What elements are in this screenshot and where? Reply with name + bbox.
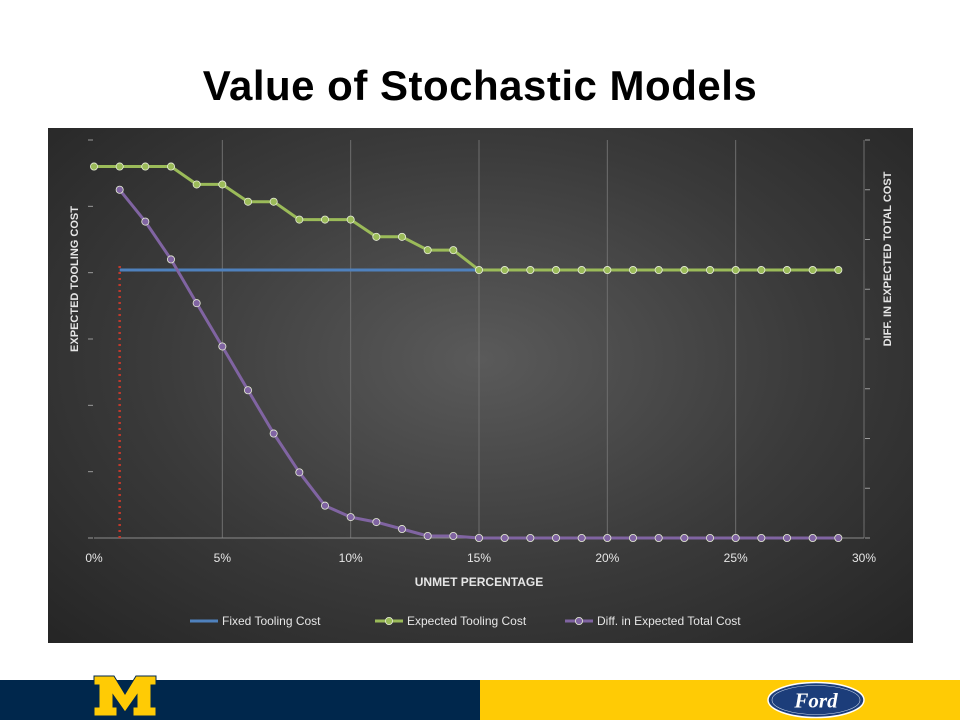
series-point-2 (474, 533, 483, 542)
series-point-2 (834, 533, 843, 542)
series-point-1 (834, 266, 843, 275)
x-axis-title: UNMET PERCENTAGE (415, 575, 543, 589)
series-point-2 (141, 217, 150, 226)
series-point-1 (218, 180, 227, 189)
series-point-1 (115, 162, 124, 171)
y-right-axis-title: DIFF. IN EXPECTED TOTAL COST (882, 171, 894, 346)
series-point-1 (167, 162, 176, 171)
x-tick-label: 30% (852, 551, 876, 565)
series-point-2 (423, 532, 432, 541)
series-point-1 (449, 246, 458, 255)
series-point-2 (551, 533, 560, 542)
series-point-1 (526, 266, 535, 275)
series-point-1 (192, 180, 201, 189)
footer-right-band (480, 680, 960, 720)
series-point-1 (500, 266, 509, 275)
series-point-1 (731, 266, 740, 275)
series-point-2 (783, 533, 792, 542)
series-point-2 (192, 299, 201, 308)
series-point-2 (680, 533, 689, 542)
series-point-2 (243, 386, 252, 395)
x-tick-label: 20% (595, 551, 619, 565)
chart-panel: 0% 5% 10% 15% 20% 25% 30% UNMET PERCENTAGE EXPEC… (48, 128, 913, 643)
legend-marker-2 (575, 616, 584, 625)
series-point-1 (372, 232, 381, 241)
series-point-2 (808, 533, 817, 542)
series-point-1 (629, 266, 638, 275)
series-point-2 (654, 533, 663, 542)
series-point-1 (295, 215, 304, 224)
legend-marker-1 (384, 616, 393, 625)
series-point-1 (577, 266, 586, 275)
series-point-2 (706, 533, 715, 542)
ford-oval-logo-icon: Ford (767, 681, 865, 719)
block-m-logo-icon (93, 675, 157, 717)
legend-label-1: Expected Tooling Cost (407, 614, 527, 628)
series-point-1 (269, 197, 278, 206)
series-point-2 (526, 533, 535, 542)
series-point-1 (757, 266, 766, 275)
series-point-1 (654, 266, 663, 275)
series-point-2 (167, 255, 176, 264)
series-point-1 (320, 215, 329, 224)
series-point-2 (295, 468, 304, 477)
series-point-1 (423, 246, 432, 255)
series-point-2 (449, 532, 458, 541)
series-point-1 (346, 215, 355, 224)
y-left-axis-title: EXPECTED TOOLING COST (69, 206, 81, 352)
x-tick-label: 10% (339, 551, 363, 565)
legend-label-2: Diff. in Expected Total Cost (597, 614, 741, 628)
x-tick-label: 25% (724, 551, 748, 565)
series-point-2 (500, 533, 509, 542)
series-point-1 (783, 266, 792, 275)
series-point-2 (372, 518, 381, 527)
x-tick-label: 15% (467, 551, 491, 565)
ford-logo-text: Ford (793, 689, 838, 713)
series-point-2 (577, 533, 586, 542)
footer-left-band (0, 680, 480, 720)
series-point-2 (269, 429, 278, 438)
series-point-2 (603, 533, 612, 542)
series-point-1 (706, 266, 715, 275)
series-point-1 (680, 266, 689, 275)
series-point-1 (551, 266, 560, 275)
series-point-2 (629, 533, 638, 542)
series-point-1 (90, 162, 99, 171)
series-point-1 (603, 266, 612, 275)
series-point-2 (115, 185, 124, 194)
legend-label-0: Fixed Tooling Cost (222, 614, 321, 628)
line-chart: 0% 5% 10% 15% 20% 25% 30% UNMET PERCENTAGE EXPEC… (69, 139, 894, 628)
series-point-2 (346, 513, 355, 522)
series-point-1 (808, 266, 817, 275)
slide-title: Value of Stochastic Models (202, 62, 758, 109)
x-tick-label: 5% (214, 551, 232, 565)
series-point-2 (397, 525, 406, 534)
x-tick-label: 0% (85, 551, 103, 565)
series-point-2 (218, 342, 227, 351)
series-point-2 (731, 533, 740, 542)
series-point-1 (243, 197, 252, 206)
series-point-2 (320, 501, 329, 510)
series-point-1 (474, 266, 483, 275)
series-point-2 (757, 533, 766, 542)
series-line-1 (94, 165, 839, 272)
series-point-1 (397, 232, 406, 241)
series-point-1 (141, 162, 150, 171)
